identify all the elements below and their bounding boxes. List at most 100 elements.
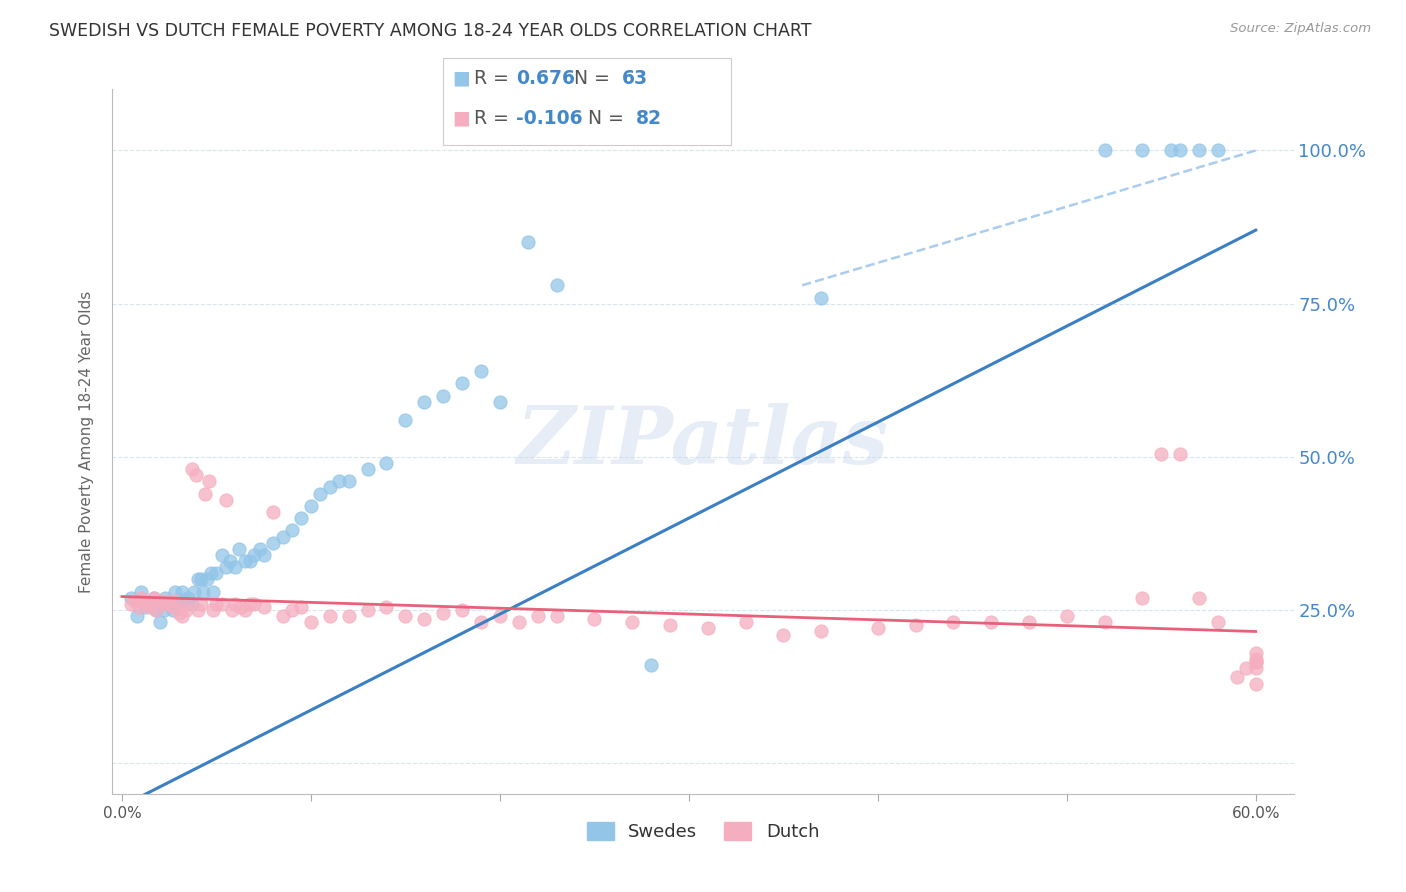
Point	[290, 599, 312, 614]
Point	[1188, 591, 1211, 605]
Point	[135, 594, 157, 608]
Point	[328, 475, 350, 489]
Point	[143, 591, 166, 605]
Point	[489, 609, 512, 624]
Point	[224, 597, 246, 611]
Point	[253, 548, 276, 562]
Point	[211, 548, 233, 562]
Point	[145, 603, 167, 617]
Point	[470, 615, 492, 630]
Point	[696, 622, 718, 636]
Point	[239, 597, 262, 611]
Point	[205, 597, 228, 611]
Point	[309, 486, 332, 500]
Text: ZIPatlas: ZIPatlas	[517, 403, 889, 480]
Point	[1244, 661, 1267, 675]
Point	[157, 597, 180, 611]
Point	[229, 599, 252, 614]
Y-axis label: Female Poverty Among 18-24 Year Olds: Female Poverty Among 18-24 Year Olds	[79, 291, 94, 592]
Point	[262, 505, 284, 519]
Point	[249, 541, 271, 556]
Point	[375, 456, 398, 470]
Point	[120, 597, 142, 611]
Point	[186, 603, 208, 617]
Point	[1234, 661, 1257, 675]
Point	[1188, 144, 1211, 158]
Point	[517, 235, 540, 250]
Point	[394, 609, 416, 624]
Point	[281, 603, 304, 617]
Text: Source: ZipAtlas.com: Source: ZipAtlas.com	[1230, 22, 1371, 36]
Point	[508, 615, 530, 630]
Point	[134, 599, 156, 614]
Text: ■: ■	[453, 109, 471, 128]
Point	[319, 609, 342, 624]
Point	[1168, 144, 1191, 158]
Point	[243, 548, 266, 562]
Point	[167, 594, 190, 608]
Point	[190, 573, 212, 587]
Point	[129, 584, 152, 599]
Point	[157, 597, 180, 611]
Point	[271, 529, 294, 543]
Text: -0.106: -0.106	[516, 109, 582, 128]
Point	[337, 609, 360, 624]
Point	[233, 603, 256, 617]
Point	[221, 603, 243, 617]
Point	[262, 535, 284, 549]
Point	[1018, 615, 1040, 630]
Point	[640, 658, 662, 673]
Point	[1206, 615, 1229, 630]
Point	[583, 612, 606, 626]
Point	[470, 364, 492, 378]
Point	[413, 394, 436, 409]
Point	[156, 594, 179, 608]
Point	[218, 554, 240, 568]
Point	[155, 591, 177, 605]
Point	[195, 573, 218, 587]
Point	[546, 278, 568, 293]
Point	[201, 603, 224, 617]
Text: 0.676: 0.676	[516, 69, 575, 87]
Point	[190, 597, 212, 611]
Point	[546, 609, 568, 624]
Point	[337, 475, 360, 489]
Point	[942, 615, 965, 630]
Point	[172, 609, 194, 624]
Point	[162, 603, 184, 617]
Point	[163, 594, 186, 608]
Point	[211, 597, 233, 611]
Point	[394, 413, 416, 427]
Text: R =: R =	[474, 109, 515, 128]
Point	[149, 615, 172, 630]
Point	[200, 566, 222, 581]
Point	[177, 591, 200, 605]
Point	[299, 615, 322, 630]
Text: 63: 63	[621, 69, 648, 87]
Text: SWEDISH VS DUTCH FEMALE POVERTY AMONG 18-24 YEAR OLDS CORRELATION CHART: SWEDISH VS DUTCH FEMALE POVERTY AMONG 18…	[49, 22, 811, 40]
Text: N =: N =	[562, 69, 616, 87]
Point	[1244, 652, 1267, 666]
Point	[658, 618, 681, 632]
Point	[734, 615, 756, 630]
Point	[413, 612, 436, 626]
Point	[143, 591, 166, 605]
Point	[1150, 447, 1173, 461]
Point	[152, 603, 174, 617]
Point	[224, 560, 246, 574]
Point	[1168, 447, 1191, 461]
Point	[526, 609, 548, 624]
Point	[194, 486, 217, 500]
Point	[141, 597, 163, 611]
Point	[186, 573, 208, 587]
Point	[139, 599, 162, 614]
Point	[173, 594, 195, 608]
Point	[124, 594, 146, 608]
Point	[233, 554, 256, 568]
Point	[139, 597, 162, 611]
Point	[145, 603, 167, 617]
Point	[125, 609, 148, 624]
Legend: Swedes, Dutch: Swedes, Dutch	[579, 814, 827, 848]
Point	[134, 597, 156, 611]
Point	[215, 560, 238, 574]
